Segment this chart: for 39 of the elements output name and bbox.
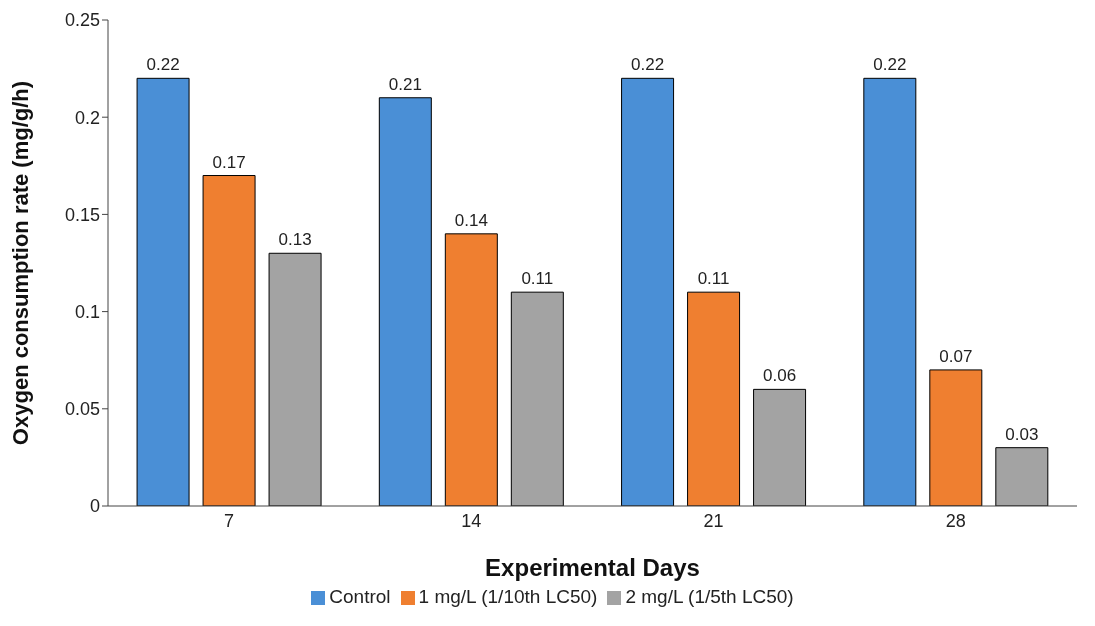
bar (444, 233, 498, 506)
bar (378, 97, 432, 506)
bar (929, 369, 983, 506)
data-label: 0.22 (631, 55, 665, 75)
y-tick-label: 0.05 (64, 399, 100, 420)
y-tick-label: 0.1 (74, 301, 100, 322)
bar (995, 447, 1049, 506)
data-label: 0.22 (873, 55, 907, 75)
data-label: 0.21 (388, 74, 422, 94)
y-tick-label: 0.15 (64, 204, 100, 225)
legend-label: 1 mg/L (1/10th LC50) (418, 586, 598, 607)
bar (268, 252, 322, 506)
legend-label: 2 mg/L (1/5th LC50) (625, 586, 794, 607)
y-axis-title: Oxygen consumption rate (mg/g/h) (7, 80, 33, 446)
y-tick-label: 0.2 (74, 107, 100, 128)
bar (202, 175, 256, 506)
bar (687, 291, 741, 506)
x-tick-label: 21 (703, 510, 724, 531)
x-tick-label: 7 (224, 510, 235, 531)
bar (753, 388, 807, 506)
data-label: 0.11 (521, 269, 554, 289)
x-axis-title: Experimental Days (485, 554, 700, 581)
bar (510, 291, 564, 506)
legend-label: Control (329, 586, 391, 607)
bar (621, 77, 675, 506)
data-label: 0.11 (697, 269, 730, 289)
data-label: 0.13 (278, 230, 312, 250)
y-tick-label: 0.25 (64, 10, 100, 31)
data-label: 0.22 (146, 55, 180, 75)
y-tick-label: 0 (89, 496, 100, 517)
bar (136, 77, 190, 506)
x-tick-label: 28 (945, 510, 966, 531)
data-label: 0.03 (1005, 424, 1039, 444)
bar (863, 77, 917, 506)
data-label: 0.07 (939, 346, 973, 366)
data-label: 0.14 (454, 210, 488, 230)
data-label: 0.06 (763, 366, 797, 386)
data-label: 0.17 (212, 152, 246, 172)
x-tick-label: 14 (461, 510, 482, 531)
